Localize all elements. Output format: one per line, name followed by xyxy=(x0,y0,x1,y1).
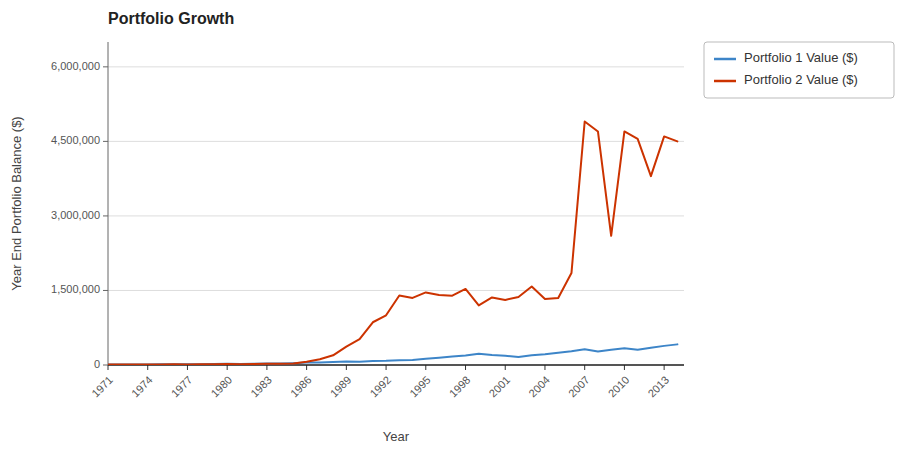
x-tick-label: 1983 xyxy=(248,374,274,400)
legend: Portfolio 1 Value ($) Portfolio 2 Value (… xyxy=(704,42,894,98)
legend-swatch xyxy=(714,58,736,61)
x-tick-label: 2013 xyxy=(645,374,671,400)
chart: 0 1,500,000 3,000,000 4,500,000 6,000,000 197… xyxy=(0,0,919,451)
x-tick-label: 2004 xyxy=(526,374,552,400)
y-axis: 0 1,500,000 3,000,000 4,500,000 6,000,000 xyxy=(51,42,684,370)
y-tick xyxy=(103,290,108,291)
x-tick-label: 1986 xyxy=(288,374,314,400)
y-axis-label: Year End Portfolio Balance ($) xyxy=(9,116,24,290)
legend-box xyxy=(704,42,894,98)
title: Portfolio Growth xyxy=(108,10,234,27)
y-tick xyxy=(103,66,108,67)
y-tick-label: 0 xyxy=(94,358,100,370)
grid-line xyxy=(108,215,684,216)
x-tick-label: 1992 xyxy=(367,374,393,400)
series-line xyxy=(108,344,677,364)
grid-line xyxy=(108,66,684,67)
x-tick-label: 1974 xyxy=(129,374,155,400)
x-tick-label: 2010 xyxy=(606,374,632,400)
y-tick-label: 1,500,000 xyxy=(51,283,100,295)
y-tick-label: 4,500,000 xyxy=(51,134,100,146)
x-tick-label: 2007 xyxy=(566,374,592,400)
y-tick xyxy=(103,141,108,142)
legend-label: Portfolio 1 Value ($) xyxy=(744,50,858,65)
legend-label: Portfolio 2 Value ($) xyxy=(744,72,858,87)
legend-swatch xyxy=(714,80,736,83)
grid-line xyxy=(108,141,684,142)
y-tick-label: 3,000,000 xyxy=(51,209,100,221)
grid-line xyxy=(108,290,684,291)
x-tick-label: 1977 xyxy=(169,374,195,400)
x-tick-label: 1998 xyxy=(447,374,473,400)
lines xyxy=(108,122,677,365)
x-tick-label: 1980 xyxy=(208,374,234,400)
x-axis: 1971 1974 1977 1980 1983 1986 1989 1992 1995 1998… xyxy=(89,365,684,399)
series-line xyxy=(108,122,677,365)
x-tick-label: 1989 xyxy=(328,374,354,400)
x-tick-label: 1971 xyxy=(89,374,115,400)
x-axis-label: Year xyxy=(383,429,410,444)
y-tick xyxy=(103,215,108,216)
y-axis-line xyxy=(108,42,109,365)
x-tick-label: 2001 xyxy=(487,374,513,400)
y-tick-label: 6,000,000 xyxy=(51,60,100,72)
y-tick xyxy=(103,365,108,366)
x-tick-label: 1995 xyxy=(407,374,433,400)
